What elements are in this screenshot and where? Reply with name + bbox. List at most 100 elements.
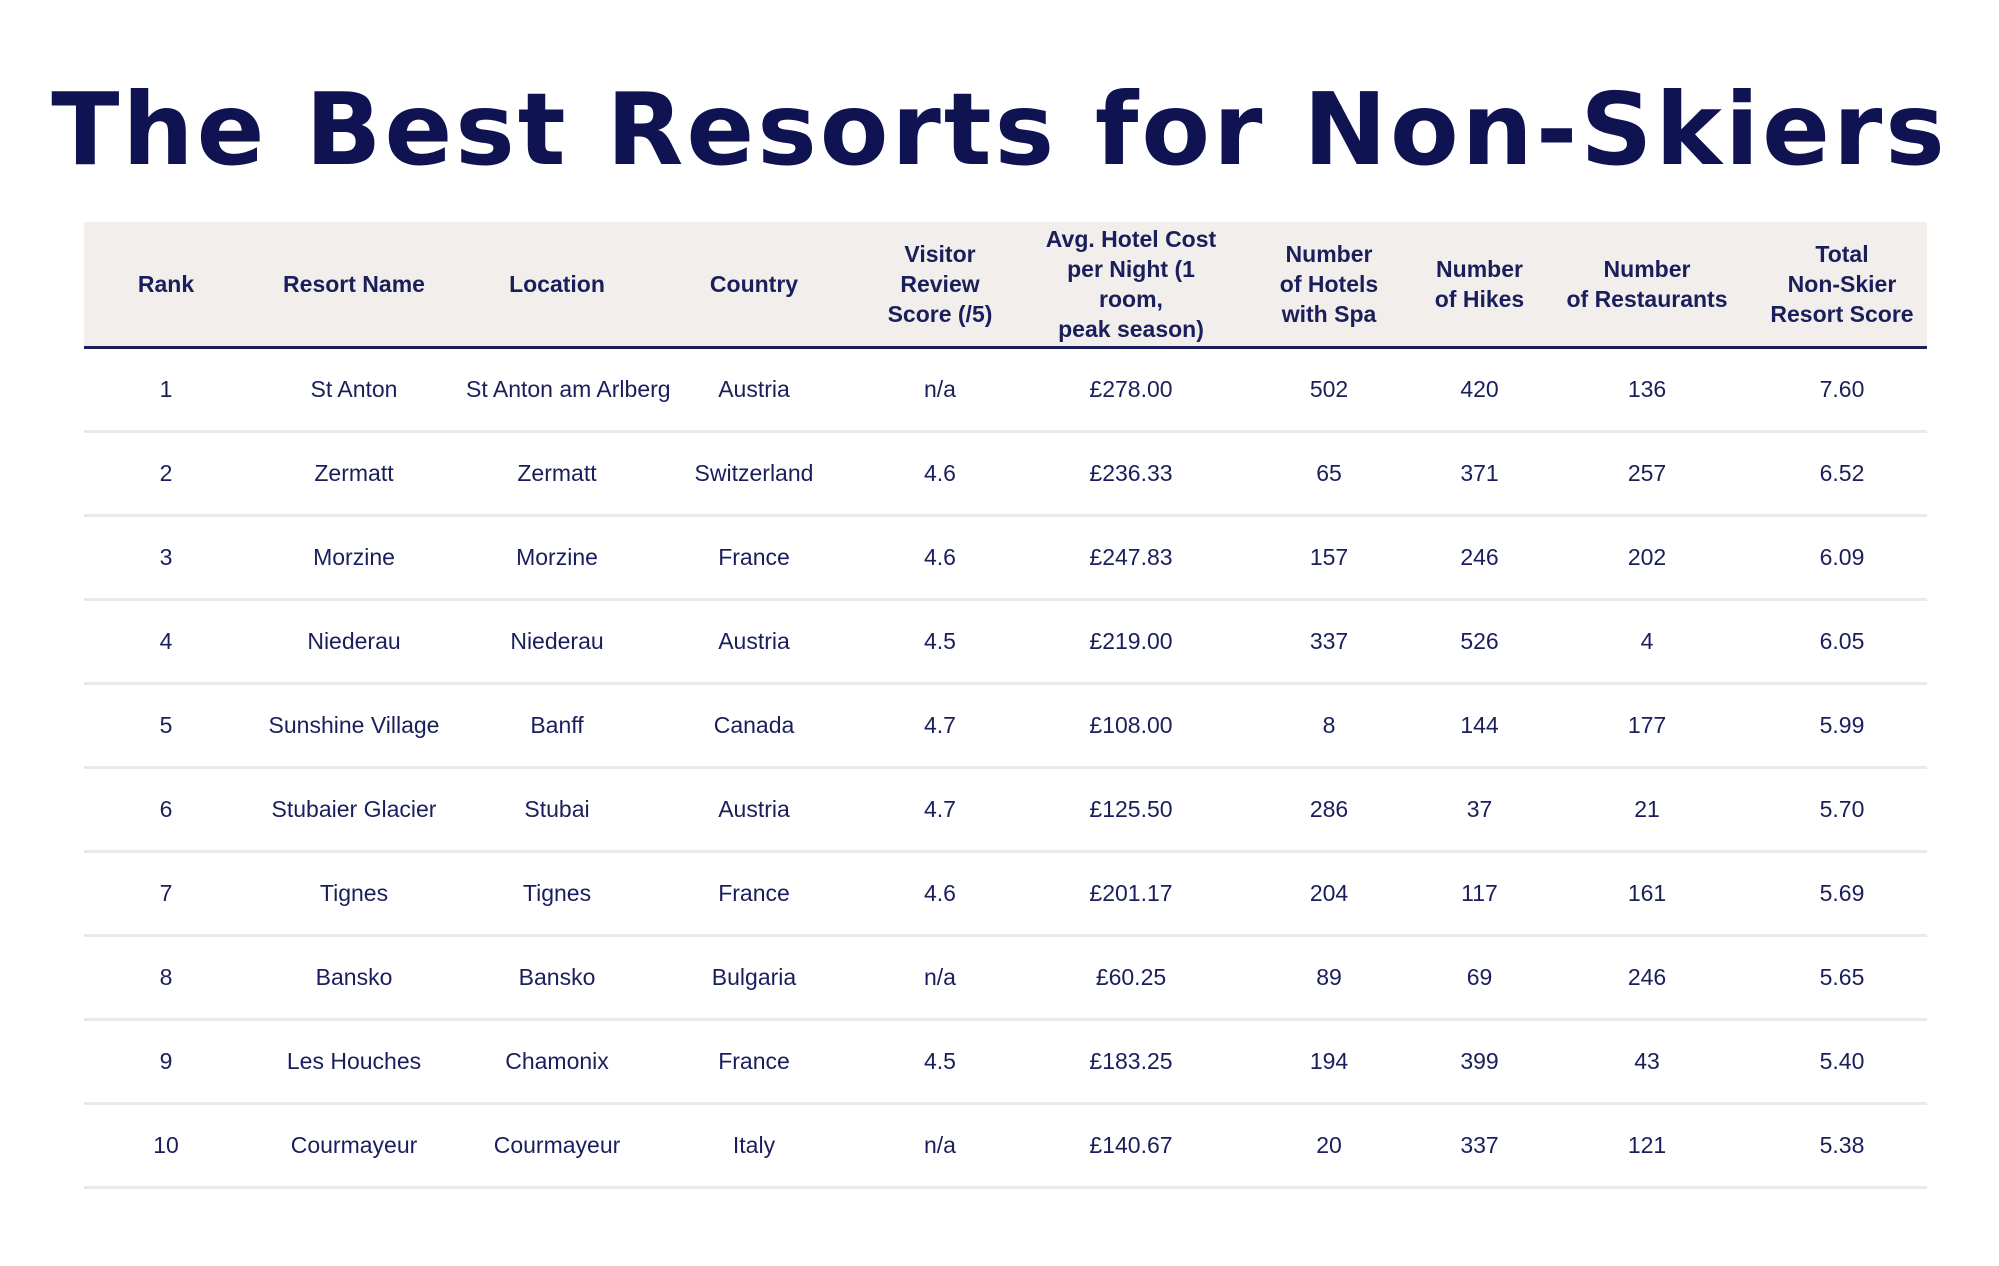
cell-hotels-with-spa: 65 xyxy=(1236,431,1422,517)
cell-number-of-hikes: 526 xyxy=(1422,599,1537,685)
cell-avg-hotel-cost: £201.17 xyxy=(1026,851,1236,937)
cell-avg-hotel-cost: £219.00 xyxy=(1026,599,1236,685)
cell-hotels-with-spa: 286 xyxy=(1236,767,1422,853)
cell-country: Austria xyxy=(654,599,854,685)
cell-hotels-with-spa: 157 xyxy=(1236,515,1422,601)
table-row: 1 St Anton St Anton am Arlberg Austria n/a £2… xyxy=(84,347,1927,433)
table-row: 7 Tignes Tignes France 4.6 £201.17 204 117 161 5.… xyxy=(84,851,1927,937)
cell-avg-hotel-cost: £247.83 xyxy=(1026,515,1236,601)
cell-number-of-hikes: 399 xyxy=(1422,1019,1537,1105)
cell-total-score: 6.09 xyxy=(1757,515,1927,601)
cell-total-score: 5.69 xyxy=(1757,851,1927,937)
cell-country: Austria xyxy=(654,767,854,853)
cell-resort-name: Morzine xyxy=(248,515,460,601)
cell-total-score: 5.99 xyxy=(1757,683,1927,769)
cell-rank: 3 xyxy=(84,515,248,601)
cell-rank: 6 xyxy=(84,767,248,853)
cell-rank: 8 xyxy=(84,935,248,1021)
cell-visitor-review-score: 4.6 xyxy=(854,431,1026,517)
cell-number-of-restaurants: 136 xyxy=(1537,347,1757,433)
cell-avg-hotel-cost: £125.50 xyxy=(1026,767,1236,853)
cell-visitor-review-score: 4.7 xyxy=(854,767,1026,853)
table-header-row: Rank Resort Name Location Country Visito… xyxy=(84,222,1927,349)
table-row: 9 Les Houches Chamonix France 4.5 £183.25 194 3… xyxy=(84,1019,1927,1105)
cell-total-score: 6.05 xyxy=(1757,599,1927,685)
header-total-score: Total Non-Skier Resort Score xyxy=(1757,222,1927,349)
header-country: Country xyxy=(654,222,854,349)
cell-rank: 9 xyxy=(84,1019,248,1105)
cell-visitor-review-score: n/a xyxy=(854,1103,1026,1189)
cell-visitor-review-score: n/a xyxy=(854,347,1026,433)
header-rank: Rank xyxy=(84,222,248,349)
cell-number-of-restaurants: 246 xyxy=(1537,935,1757,1021)
cell-visitor-review-score: n/a xyxy=(854,935,1026,1021)
cell-number-of-hikes: 420 xyxy=(1422,347,1537,433)
cell-number-of-restaurants: 257 xyxy=(1537,431,1757,517)
cell-number-of-hikes: 117 xyxy=(1422,851,1537,937)
cell-country: Switzerland xyxy=(654,431,854,517)
cell-avg-hotel-cost: £183.25 xyxy=(1026,1019,1236,1105)
cell-number-of-hikes: 37 xyxy=(1422,767,1537,853)
header-location: Location xyxy=(460,222,654,349)
cell-country: Canada xyxy=(654,683,854,769)
cell-location: Banff xyxy=(460,683,654,769)
header-number-of-hikes: Number of Hikes xyxy=(1422,222,1537,349)
cell-number-of-hikes: 144 xyxy=(1422,683,1537,769)
cell-number-of-restaurants: 4 xyxy=(1537,599,1757,685)
table-row: 3 Morzine Morzine France 4.6 £247.83 157 246 202… xyxy=(84,515,1927,601)
cell-rank: 10 xyxy=(84,1103,248,1189)
cell-resort-name: Sunshine Village xyxy=(248,683,460,769)
cell-resort-name: Courmayeur xyxy=(248,1103,460,1189)
cell-number-of-restaurants: 202 xyxy=(1537,515,1757,601)
cell-number-of-hikes: 337 xyxy=(1422,1103,1537,1189)
cell-visitor-review-score: 4.6 xyxy=(854,515,1026,601)
cell-rank: 5 xyxy=(84,683,248,769)
cell-country: France xyxy=(654,515,854,601)
cell-hotels-with-spa: 89 xyxy=(1236,935,1422,1021)
cell-location: Niederau xyxy=(460,599,654,685)
table-header: Rank Resort Name Location Country Visito… xyxy=(84,222,1927,349)
cell-resort-name: Niederau xyxy=(248,599,460,685)
cell-total-score: 5.65 xyxy=(1757,935,1927,1021)
cell-total-score: 5.38 xyxy=(1757,1103,1927,1189)
cell-hotels-with-spa: 502 xyxy=(1236,347,1422,433)
cell-number-of-restaurants: 177 xyxy=(1537,683,1757,769)
cell-visitor-review-score: 4.5 xyxy=(854,599,1026,685)
cell-resort-name: St Anton xyxy=(248,347,460,433)
cell-total-score: 7.60 xyxy=(1757,347,1927,433)
page-title: The Best Resorts for Non-Skiers xyxy=(51,71,1948,188)
cell-location: Bansko xyxy=(460,935,654,1021)
header-avg-hotel-cost: Avg. Hotel Cost per Night (1 room, peak … xyxy=(1026,222,1236,349)
cell-total-score: 5.40 xyxy=(1757,1019,1927,1105)
cell-number-of-hikes: 371 xyxy=(1422,431,1537,517)
cell-rank: 1 xyxy=(84,347,248,433)
table-row: 5 Sunshine Village Banff Canada 4.7 £108.00 8 1… xyxy=(84,683,1927,769)
cell-country: Italy xyxy=(654,1103,854,1189)
cell-hotels-with-spa: 337 xyxy=(1236,599,1422,685)
cell-hotels-with-spa: 194 xyxy=(1236,1019,1422,1105)
cell-country: Austria xyxy=(654,347,854,433)
cell-number-of-restaurants: 43 xyxy=(1537,1019,1757,1105)
cell-number-of-hikes: 69 xyxy=(1422,935,1537,1021)
cell-hotels-with-spa: 8 xyxy=(1236,683,1422,769)
cell-total-score: 6.52 xyxy=(1757,431,1927,517)
cell-rank: 4 xyxy=(84,599,248,685)
cell-total-score: 5.70 xyxy=(1757,767,1927,853)
cell-rank: 7 xyxy=(84,851,248,937)
cell-avg-hotel-cost: £140.67 xyxy=(1026,1103,1236,1189)
cell-number-of-restaurants: 21 xyxy=(1537,767,1757,853)
cell-location: Courmayeur xyxy=(460,1103,654,1189)
resorts-table: Rank Resort Name Location Country Visito… xyxy=(84,222,1927,1189)
resorts-table-container: Rank Resort Name Location Country Visito… xyxy=(84,222,1927,1189)
cell-visitor-review-score: 4.6 xyxy=(854,851,1026,937)
cell-country: Bulgaria xyxy=(654,935,854,1021)
cell-resort-name: Tignes xyxy=(248,851,460,937)
cell-country: France xyxy=(654,851,854,937)
cell-resort-name: Les Houches xyxy=(248,1019,460,1105)
table-body: 1 St Anton St Anton am Arlberg Austria n/a £2… xyxy=(84,347,1927,1189)
cell-number-of-restaurants: 121 xyxy=(1537,1103,1757,1189)
cell-location: Zermatt xyxy=(460,431,654,517)
cell-location: Chamonix xyxy=(460,1019,654,1105)
table-row: 8 Bansko Bansko Bulgaria n/a £60.25 89 69 246 5.6… xyxy=(84,935,1927,1021)
